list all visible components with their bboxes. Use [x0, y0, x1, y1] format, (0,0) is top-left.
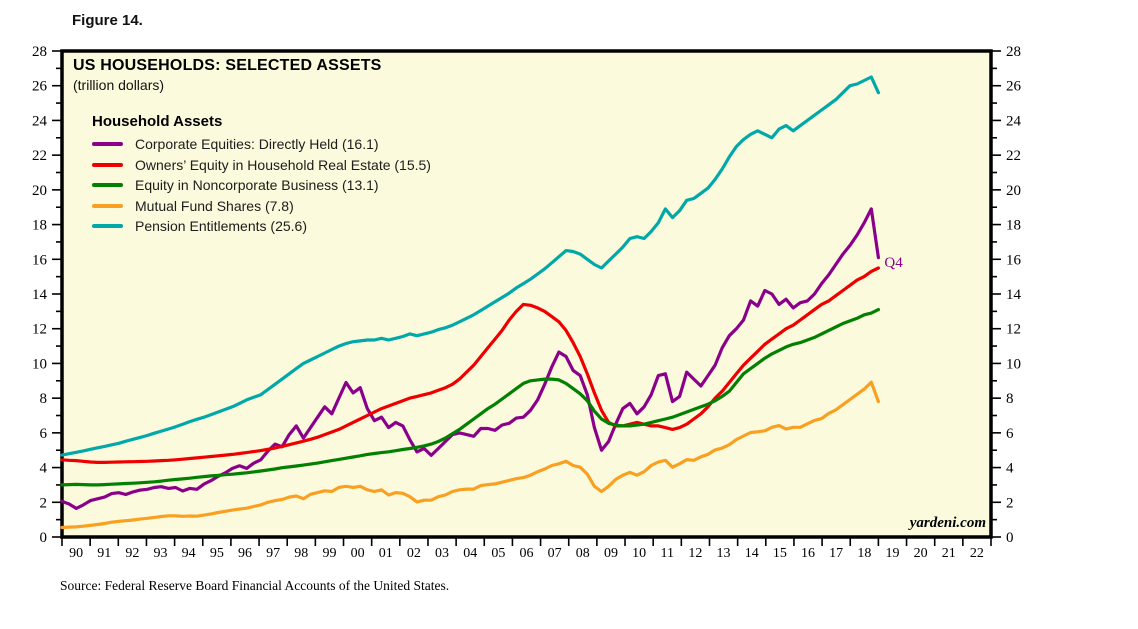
- watermark: yardeni.com: [909, 515, 986, 531]
- y-axis-label-right: 0: [1006, 530, 1014, 546]
- y-axis-label-right: 10: [1006, 356, 1021, 372]
- x-axis-label: 92: [125, 546, 139, 561]
- y-axis-label-right: 16: [1006, 252, 1022, 268]
- figure-label: Figure 14.: [72, 12, 143, 29]
- y-axis-label-left: 10: [32, 356, 47, 372]
- x-axis-label: 90: [69, 546, 83, 561]
- y-axis-label-left: 8: [40, 391, 48, 407]
- y-axis-label-left: 6: [40, 426, 48, 442]
- chart-title: US HOUSEHOLDS: SELECTED ASSETS: [73, 57, 382, 74]
- x-axis-label: 96: [238, 546, 252, 561]
- y-axis-label-left: 2: [40, 495, 48, 511]
- legend-swatch-icon: [92, 203, 123, 208]
- y-axis-label-left: 18: [32, 218, 47, 234]
- y-axis-label-right: 6: [1006, 426, 1014, 442]
- series-line-1: [60, 266, 881, 464]
- legend-items: Corporate Equities: Directly Held (16.1)…: [92, 134, 431, 237]
- source-note: Source: Federal Reserve Board Financial …: [60, 578, 450, 593]
- y-axis-label-right: 14: [1006, 287, 1022, 303]
- q4-annotation: Q4: [884, 254, 903, 271]
- x-axis-label: 98: [294, 546, 308, 561]
- x-axis-label: 05: [491, 546, 505, 561]
- x-axis-label: 22: [970, 546, 984, 561]
- y-axis-label-right: 2: [1006, 495, 1014, 511]
- x-axis-label: 10: [632, 546, 646, 561]
- x-axis-label: 09: [604, 546, 618, 561]
- x-axis-label: 99: [322, 546, 336, 561]
- x-axis-label: 12: [688, 546, 702, 561]
- series-line-4: [60, 75, 881, 457]
- x-axis-label: 06: [520, 546, 534, 561]
- x-axis-label: 93: [154, 546, 168, 561]
- x-axis-label: 07: [548, 546, 562, 561]
- y-axis-label-right: 22: [1006, 148, 1021, 164]
- series-line-2: [60, 308, 881, 487]
- x-axis-label: 16: [801, 546, 815, 561]
- y-axis-label-left: 22: [32, 148, 47, 164]
- legend-label: Equity in Noncorporate Business (13.1): [135, 177, 379, 194]
- y-axis-label-right: 28: [1006, 44, 1021, 60]
- legend-swatch-icon: [92, 142, 123, 147]
- y-axis-label-left: 20: [32, 183, 47, 199]
- x-axis-label: 00: [351, 546, 365, 561]
- x-axis-label: 02: [407, 546, 421, 561]
- x-axis-label: 04: [463, 546, 477, 561]
- series-line-3: [60, 380, 881, 530]
- x-axis-label: 13: [717, 546, 731, 561]
- x-axis-label: 21: [942, 546, 956, 561]
- x-axis-label: 15: [773, 546, 787, 561]
- x-axis-label: 18: [857, 546, 871, 561]
- legend-item-0: Corporate Equities: Directly Held (16.1): [92, 134, 431, 155]
- x-axis-label: 14: [745, 546, 759, 561]
- chart-subtitle: (trillion dollars): [73, 77, 165, 93]
- x-axis-label: 03: [435, 546, 449, 561]
- legend-swatch-icon: [92, 183, 123, 188]
- x-axis-label: 19: [885, 546, 899, 561]
- x-axis-label: 20: [914, 546, 928, 561]
- legend-item-4: Pension Entitlements (25.6): [92, 216, 431, 237]
- y-axis-label-left: 0: [40, 530, 48, 546]
- y-axis-label-right: 12: [1006, 322, 1021, 338]
- legend-item-3: Mutual Fund Shares (7.8): [92, 196, 431, 217]
- y-axis-label-left: 12: [32, 322, 47, 338]
- y-axis-label-right: 20: [1006, 183, 1021, 199]
- y-axis-label-left: 24: [32, 113, 48, 129]
- y-axis-label-left: 16: [32, 252, 48, 268]
- y-axis-label-right: 8: [1006, 391, 1014, 407]
- x-axis-label: 97: [266, 546, 280, 561]
- legend-swatch-icon: [92, 224, 123, 229]
- legend-item-1: Owners’ Equity in Household Real Estate …: [92, 155, 431, 176]
- x-axis-label: 17: [829, 546, 843, 561]
- y-axis-label-right: 4: [1006, 461, 1014, 477]
- legend-label: Pension Entitlements (25.6): [135, 218, 307, 235]
- legend-label: Corporate Equities: Directly Held (16.1): [135, 136, 379, 153]
- y-axis-label-right: 18: [1006, 218, 1021, 234]
- legend: Household Assets Corporate Equities: Dir…: [92, 113, 431, 237]
- y-axis-label-left: 14: [32, 287, 48, 303]
- x-axis-label: 01: [379, 546, 393, 561]
- legend-header: Household Assets: [92, 113, 223, 130]
- y-axis-label-right: 24: [1006, 113, 1022, 129]
- y-axis-label-left: 28: [32, 44, 47, 60]
- legend-label: Owners’ Equity in Household Real Estate …: [135, 156, 431, 173]
- x-axis-label: 91: [97, 546, 111, 561]
- series-line-0: [60, 207, 881, 510]
- legend-label: Mutual Fund Shares (7.8): [135, 197, 294, 214]
- legend-swatch-icon: [92, 162, 123, 167]
- x-axis-label: 95: [210, 546, 224, 561]
- x-axis-label: 11: [661, 546, 674, 561]
- y-axis-label-left: 26: [32, 79, 48, 95]
- x-axis-label: 08: [576, 546, 590, 561]
- x-axis-label: 94: [182, 546, 196, 561]
- y-axis-label-right: 26: [1006, 79, 1022, 95]
- legend-item-2: Equity in Noncorporate Business (13.1): [92, 175, 431, 196]
- y-axis-label-left: 4: [40, 461, 48, 477]
